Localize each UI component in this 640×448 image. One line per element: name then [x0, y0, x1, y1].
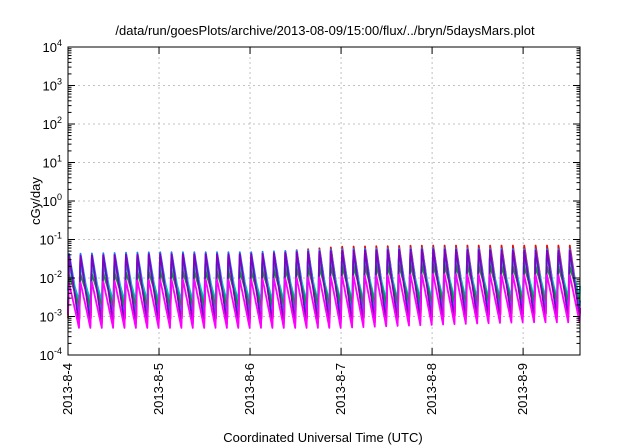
y-tick-label: 10-2 — [40, 269, 62, 286]
series-line — [67, 273, 581, 329]
y-tick-label: 103 — [43, 77, 62, 94]
series-line — [67, 248, 581, 325]
x-tick-label: 2013-8-4 — [60, 363, 75, 415]
axis-ticks: 10-4 10-3 10-2 10-1 100 101 102 103 104 2013-8-4 2… — [40, 38, 580, 415]
x-tick-label: 2013-8-8 — [424, 363, 439, 415]
y-tick-label: 10-4 — [40, 346, 62, 363]
x-tick-label: 2013-8-6 — [242, 363, 257, 415]
y-tick-label: 101 — [43, 154, 62, 171]
y-axis-label: cGy/day — [28, 177, 43, 225]
x-tick-label: 2013-8-5 — [151, 363, 166, 415]
y-tick-label: 104 — [43, 38, 62, 55]
chart-title: /data/run/goesPlots/archive/2013-08-09/1… — [115, 23, 535, 38]
y-tick-label: 100 — [43, 192, 62, 209]
y-tick-label: 102 — [43, 115, 62, 132]
y-tick-label: 10-3 — [40, 308, 62, 325]
plot-series — [67, 244, 581, 329]
x-tick-label: 2013-8-7 — [333, 363, 348, 415]
x-axis-label: Coordinated Universal Time (UTC) — [223, 430, 422, 445]
y-tick-label: 10-1 — [40, 231, 62, 248]
x-tick-label: 2013-8-9 — [515, 363, 530, 415]
